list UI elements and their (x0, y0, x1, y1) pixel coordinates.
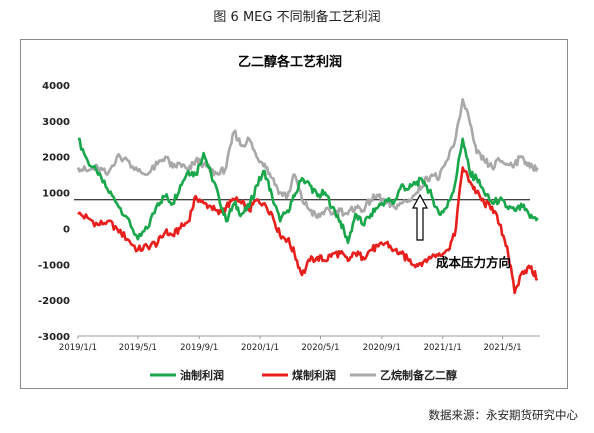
series-line (77, 166, 539, 295)
annotation-label: 成本压力方向 (436, 255, 511, 270)
legend: 油制利润 煤制利润 乙烷制备乙二醇 (150, 368, 457, 382)
x-tick-label: 2021/5/1 (483, 343, 521, 353)
y-tick-label: 1000 (42, 189, 70, 200)
y-axis: 4000 3000 2000 1000 0 -1000 -2000 -3000 (38, 81, 70, 343)
y-tick-label: 4000 (42, 81, 70, 92)
legend-label: 乙烷制备乙二醇 (380, 368, 457, 382)
x-tick-label: 2020/1/1 (241, 343, 279, 353)
arrow-shape (411, 193, 429, 241)
y-tick-label: -3000 (38, 332, 70, 343)
series-line (77, 137, 539, 245)
chart-frame (20, 39, 568, 389)
legend-label: 油制利润 (180, 368, 224, 382)
chart-title: 乙二醇各工艺利润 (238, 54, 342, 70)
x-tick-label: 2019/5/1 (119, 343, 157, 353)
legend-label: 煤制利润 (292, 368, 336, 382)
y-tick-label: 0 (63, 224, 70, 235)
x-tick-label: 2019/1/1 (59, 343, 97, 353)
y-tick-label: 2000 (42, 153, 70, 164)
source-note: 数据来源：永安期货研究中心 (428, 408, 579, 422)
x-tick-label: 2020/5/1 (301, 343, 339, 353)
annotation-group: 成本压力方向 (411, 193, 511, 270)
y-tick-label: 3000 (42, 117, 70, 128)
x-tick-label: 2020/9/1 (363, 343, 401, 353)
x-tick-label: 2019/9/1 (180, 343, 218, 353)
series-group (76, 98, 539, 295)
x-axis: 2019/1/1 2019/5/1 2019/9/1 2020/1/1 2020/5/1… (59, 335, 540, 353)
y-tick-label: -2000 (38, 296, 70, 307)
series-line (76, 98, 539, 219)
figure-caption: 图 6 MEG 不同制备工艺利润 (213, 10, 381, 25)
up-arrow-icon (411, 193, 429, 241)
y-tick-label: -1000 (38, 260, 70, 271)
x-tick-label: 2021/1/1 (424, 343, 462, 353)
